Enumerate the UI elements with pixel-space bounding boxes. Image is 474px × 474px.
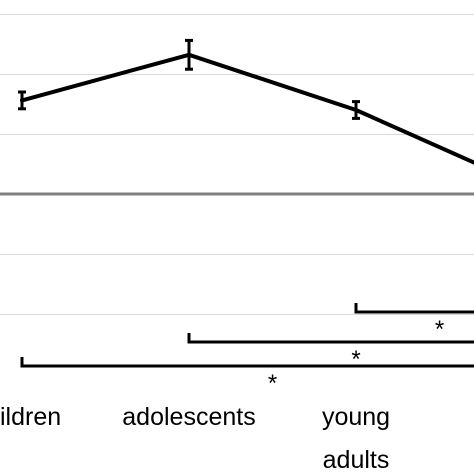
significance-bracket [20, 357, 474, 368]
series-line-0 [20, 52, 474, 165]
category-label: young [322, 403, 390, 431]
series-line-group [18, 38, 474, 165]
data-point [187, 52, 191, 57]
data-point [20, 98, 24, 103]
significance-bracket [354, 303, 474, 314]
category-label: adolescents [122, 403, 255, 431]
gridlines [0, 14, 474, 315]
x-axis-labels: ildren adolescents young adults [0, 403, 390, 474]
significance-bracket [187, 333, 474, 344]
category-label: ildren [0, 403, 61, 431]
significance-star: * [351, 346, 360, 373]
significance-star: * [435, 316, 444, 343]
significance-brackets: * * * [20, 303, 474, 397]
significance-star: * [268, 370, 277, 397]
category-label: adults [323, 446, 390, 474]
data-point [354, 108, 358, 112]
